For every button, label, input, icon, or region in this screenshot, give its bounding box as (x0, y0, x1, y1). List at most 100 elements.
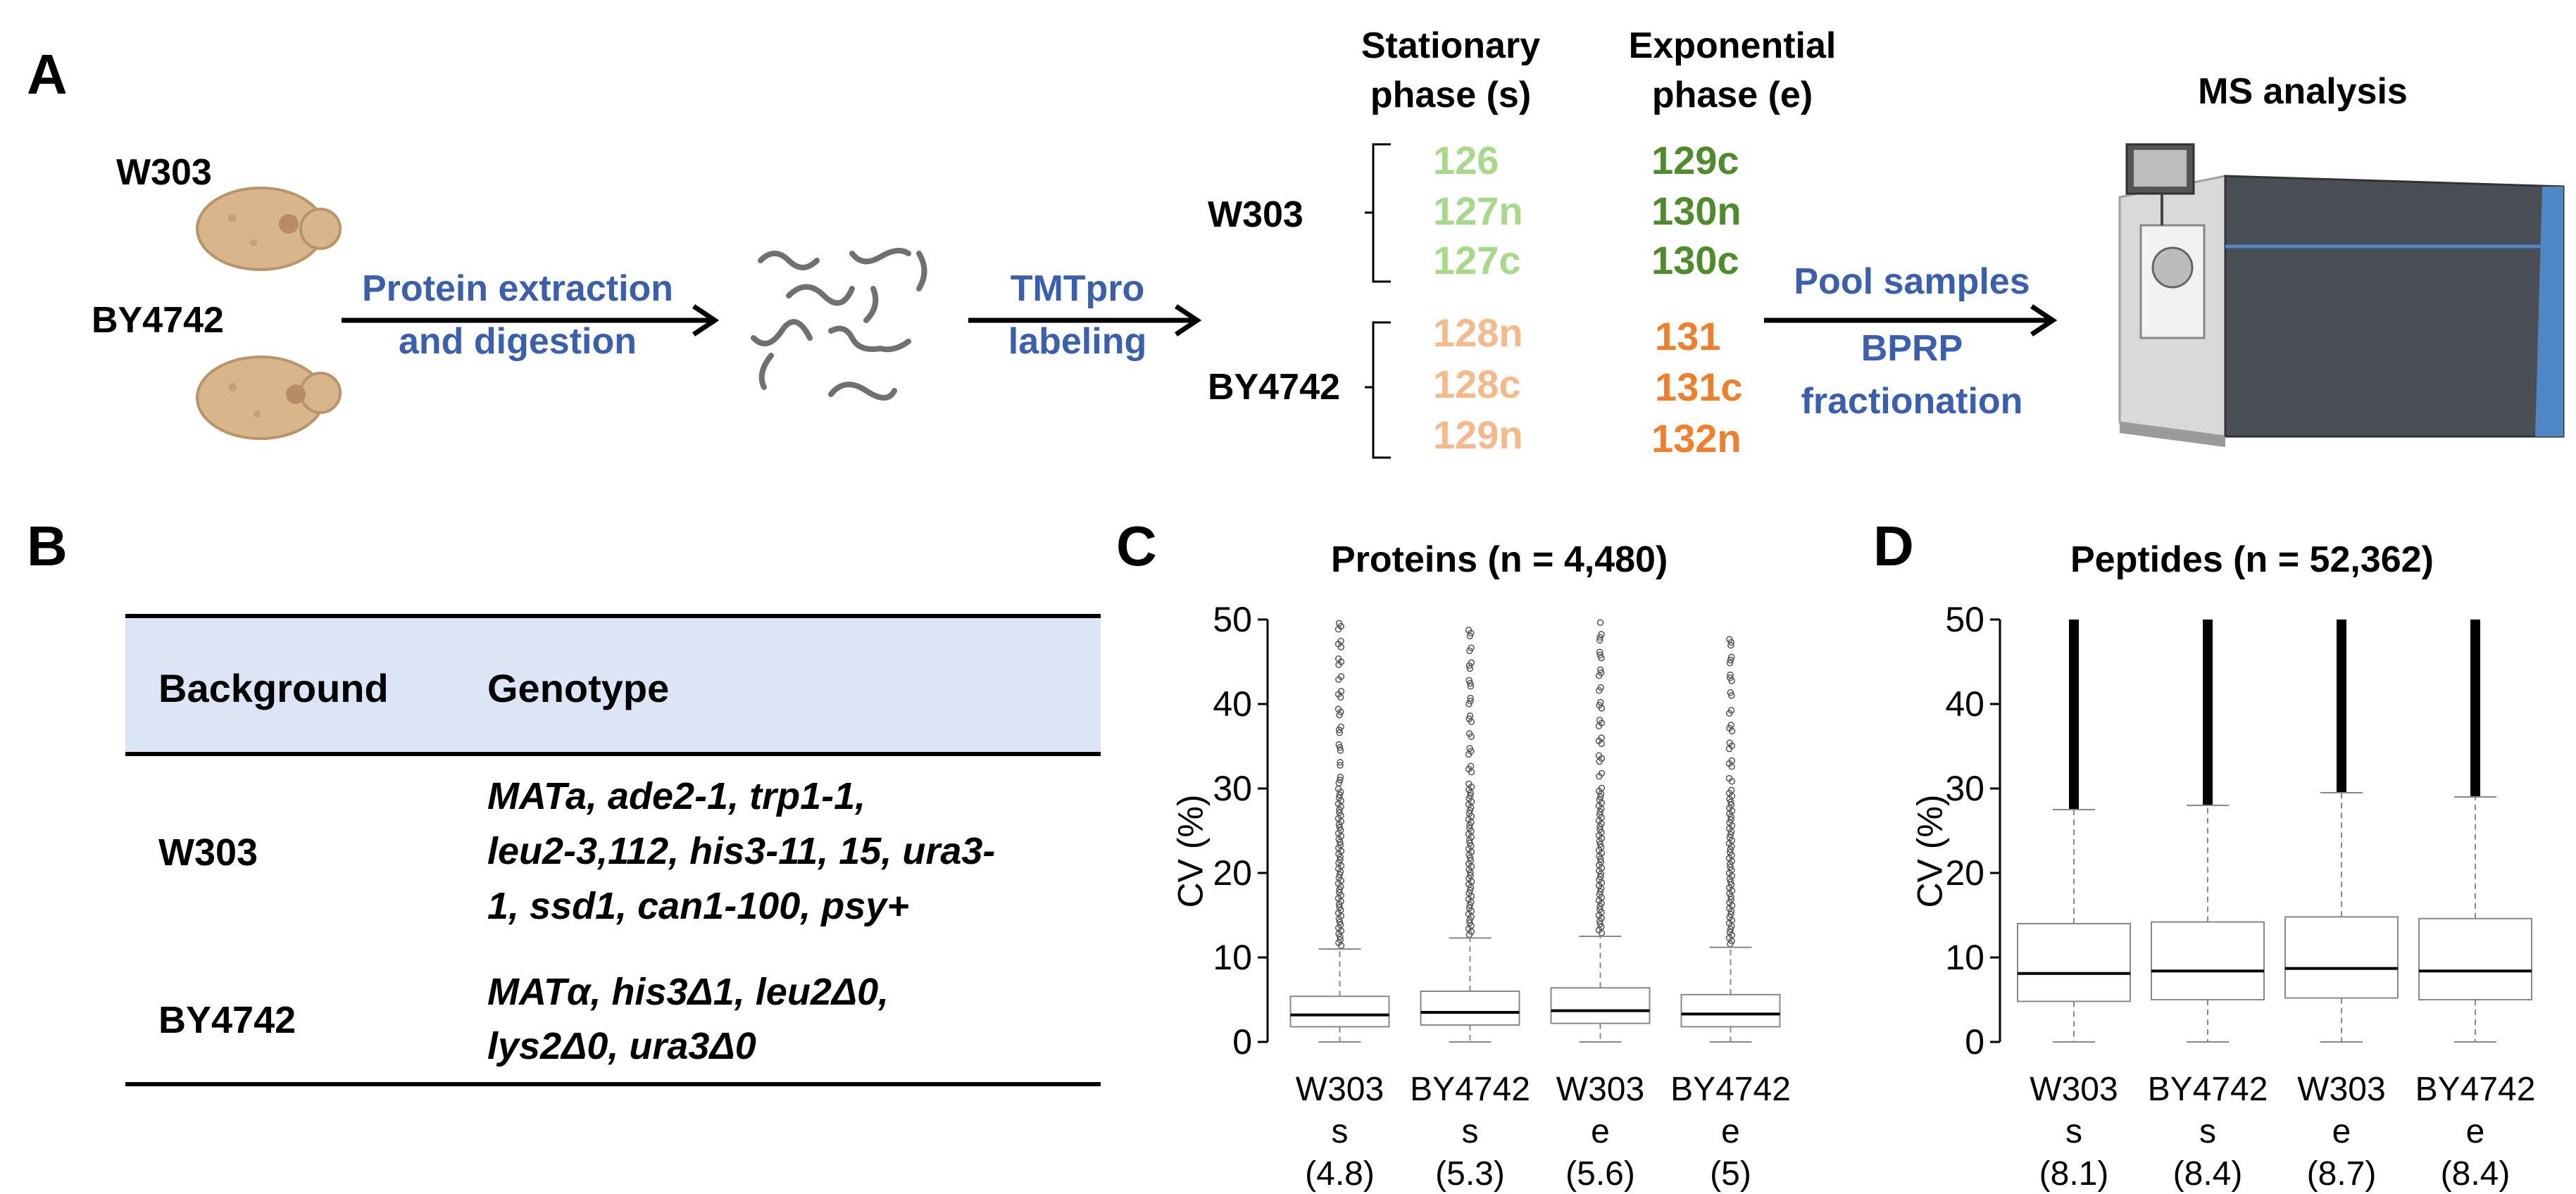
peptides-squiggles-icon (751, 248, 927, 401)
table-row-by4742-genotype-2: lys2Δ0, ura3Δ0 (487, 1025, 756, 1067)
y-tick-label: 50 (1945, 605, 1984, 639)
outlier-point (1334, 655, 1342, 662)
outlier-point (1727, 674, 1734, 681)
outlier-point (1727, 863, 1734, 871)
tag-by-s-2: 128c (1433, 362, 1521, 406)
outlier-point (1596, 811, 1603, 818)
outlier-point (1467, 698, 1474, 705)
outlier-point (1728, 757, 1735, 765)
outlier-point (1596, 702, 1603, 709)
outlier-point (1727, 896, 1734, 903)
outlier-point (1337, 774, 1344, 781)
x-label-name: W303 (2030, 1071, 2118, 1108)
outlier-point (1337, 922, 1344, 929)
outlier-point (1596, 793, 1604, 800)
y-tick-label: 40 (1213, 684, 1252, 724)
outlier-point (1465, 810, 1473, 817)
y-tick-label: 50 (1213, 605, 1252, 639)
outlier-point (1467, 762, 1475, 769)
x-label-phase: s (2199, 1113, 2216, 1150)
outlier-point (1598, 784, 1606, 792)
tag-by-s-3: 129n (1433, 413, 1523, 457)
exponential-header-line2: phase (e) (1651, 75, 1813, 115)
outlier-point (1466, 839, 1473, 847)
y-tick-label: 20 (1213, 853, 1252, 893)
x-label-median_label: (8.4) (2172, 1155, 2243, 1193)
outlier-point (1726, 739, 1734, 746)
outlier-point (1465, 730, 1473, 737)
outlier-point (1727, 816, 1734, 824)
outlier-point (1336, 871, 1344, 879)
outlier-point (1467, 679, 1474, 687)
outlier-point (1596, 826, 1603, 833)
outlier-point (1336, 918, 1344, 926)
outlier-point (1467, 857, 1475, 865)
table-row-by4742-genotype-1: MATα, his3Δ1, leu2Δ0, (487, 971, 889, 1013)
arrow-1-icon (342, 304, 720, 337)
outlier-point (1727, 656, 1734, 664)
outlier-point (1598, 654, 1605, 662)
outlier-point (1337, 723, 1344, 731)
tag-w303-e-1: 129c (1651, 138, 1739, 182)
x-label-phase: e (2465, 1113, 2485, 1150)
y-tick-label: 10 (1945, 938, 1984, 977)
x-label-phase: e (2332, 1113, 2351, 1150)
bracket-icon (1365, 143, 1391, 459)
table-top-rule (125, 614, 1101, 618)
outlier-point (1466, 745, 1473, 752)
box (2017, 923, 2131, 1003)
outlier-point (1726, 914, 1733, 921)
outlier-point (1727, 878, 1734, 886)
panel-c-boxplot: 0 10 20 30 40 50 (1213, 605, 1781, 1056)
x-label-phase: s (1461, 1113, 1479, 1150)
outlier-point (1596, 717, 1603, 724)
outlier-point (1467, 792, 1474, 799)
x-label-phase: e (1721, 1113, 1740, 1150)
outlier-point (1727, 722, 1734, 729)
x-label-name: BY4742 (1410, 1071, 1530, 1108)
table-row-w303-background: W303 (158, 831, 258, 874)
outlier-point (1595, 752, 1603, 759)
outlier-point (1337, 688, 1345, 695)
outlier-point (1336, 744, 1344, 751)
outlier-point (1465, 627, 1473, 634)
outlier-point (1336, 777, 1344, 784)
outlier-point (1468, 842, 1475, 850)
outlier-point (1726, 660, 1734, 667)
outlier-point (1597, 669, 1605, 677)
outlier-point (1337, 759, 1344, 766)
table-row-w303-genotype-3: 1, ssd1, can1-100, psy+ (487, 885, 909, 927)
outlier-point (1727, 707, 1735, 714)
tag-w303-s-1: 126 (1433, 138, 1499, 182)
step-tmt-labeling-line1: TMTpro (1010, 268, 1145, 309)
outlier-point (1597, 843, 1605, 851)
x-label-median_label: (5.3) (1435, 1155, 1505, 1193)
x-label-name: W303 (1295, 1071, 1384, 1108)
outlier-point (1598, 631, 1605, 638)
outlier-point (1726, 929, 1734, 936)
x-label-phase: e (1591, 1113, 1610, 1150)
x-label-name: W303 (2297, 1071, 2386, 1108)
outlier-point (1597, 684, 1604, 691)
outlier-point (1596, 796, 1603, 803)
outlier-point (1727, 801, 1735, 809)
outlier-point (1728, 867, 1735, 874)
outlier-point (1596, 619, 1604, 626)
outlier-point (1335, 794, 1343, 801)
y-tick-label: 0 (1965, 1022, 1984, 1056)
yeast-cell-w303-icon (196, 187, 342, 271)
outlier-point (1336, 903, 1343, 911)
outlier-point (1596, 648, 1603, 655)
outlier-point (1597, 873, 1604, 881)
outlier-point (1337, 827, 1344, 834)
arrow-2-icon (968, 304, 1202, 337)
outlier-point (1596, 841, 1604, 848)
panel-c-title: Proteins (n = 4,480) (1331, 539, 1668, 580)
stationary-header-line1: Stationary (1361, 25, 1541, 66)
step-protein-extraction-line1: Protein extraction (361, 268, 674, 309)
table-mid-rule (125, 752, 1101, 756)
panel-d-boxplot: 0 10 20 30 40 50 (1945, 605, 2532, 1056)
outlier-point (1336, 809, 1343, 816)
x-label-median_label: (5) (1710, 1155, 1751, 1193)
table-row-w303-genotype-1: MATa, ade2-1, trp1-1, (487, 775, 866, 817)
